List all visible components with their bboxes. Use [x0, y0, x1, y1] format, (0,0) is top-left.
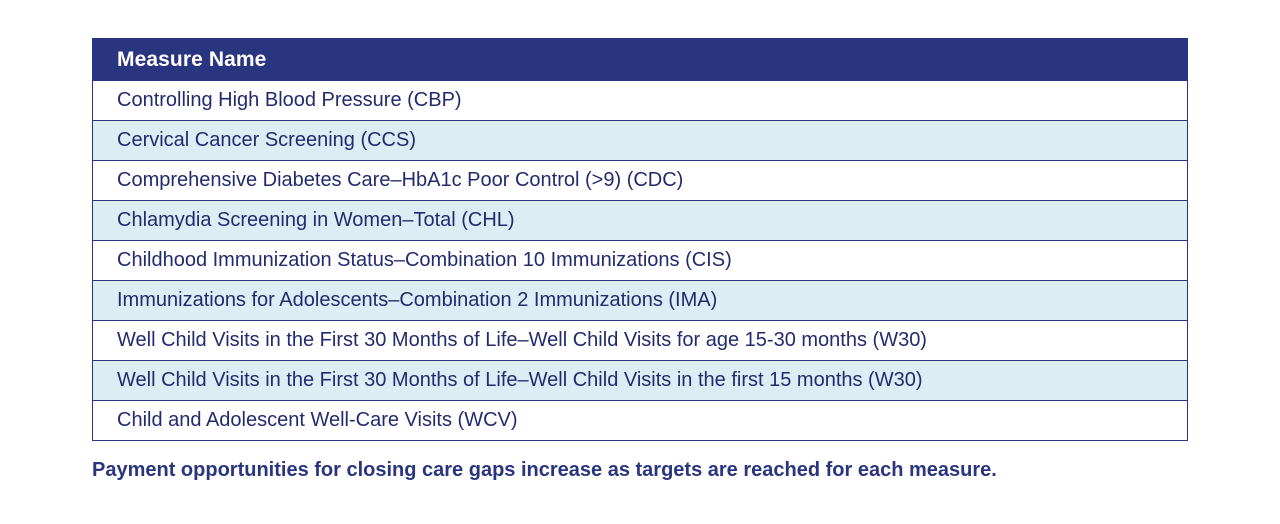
measures-table: Measure Name Controlling High Blood Pres… — [92, 38, 1188, 441]
table-body: Controlling High Blood Pressure (CBP) Ce… — [93, 80, 1187, 440]
footnote-text: Payment opportunities for closing care g… — [92, 459, 997, 481]
table-row: Childhood Immunization Status–Combinatio… — [93, 240, 1187, 280]
table-row: Controlling High Blood Pressure (CBP) — [93, 80, 1187, 120]
table-row: Cervical Cancer Screening (CCS) — [93, 120, 1187, 160]
table-row: Immunizations for Adolescents–Combinatio… — [93, 280, 1187, 320]
measure-name-cell: Immunizations for Adolescents–Combinatio… — [117, 289, 718, 311]
measure-name-cell: Childhood Immunization Status–Combinatio… — [117, 249, 732, 271]
table-row: Chlamydia Screening in Women–Total (CHL) — [93, 200, 1187, 240]
measure-name-cell: Cervical Cancer Screening (CCS) — [117, 129, 416, 151]
measure-name-cell: Controlling High Blood Pressure (CBP) — [117, 89, 462, 111]
column-header-measure-name: Measure Name — [117, 47, 267, 71]
table-row: Well Child Visits in the First 30 Months… — [93, 360, 1187, 400]
measure-name-cell: Well Child Visits in the First 30 Months… — [117, 369, 923, 391]
measure-name-cell: Chlamydia Screening in Women–Total (CHL) — [117, 209, 515, 231]
table-row: Well Child Visits in the First 30 Months… — [93, 320, 1187, 360]
table-header-row: Measure Name — [93, 39, 1187, 80]
measure-name-cell: Well Child Visits in the First 30 Months… — [117, 329, 927, 351]
table-row: Comprehensive Diabetes Care–HbA1c Poor C… — [93, 160, 1187, 200]
table-row: Child and Adolescent Well-Care Visits (W… — [93, 400, 1187, 440]
measure-name-cell: Child and Adolescent Well-Care Visits (W… — [117, 409, 518, 431]
measure-name-cell: Comprehensive Diabetes Care–HbA1c Poor C… — [117, 169, 684, 191]
